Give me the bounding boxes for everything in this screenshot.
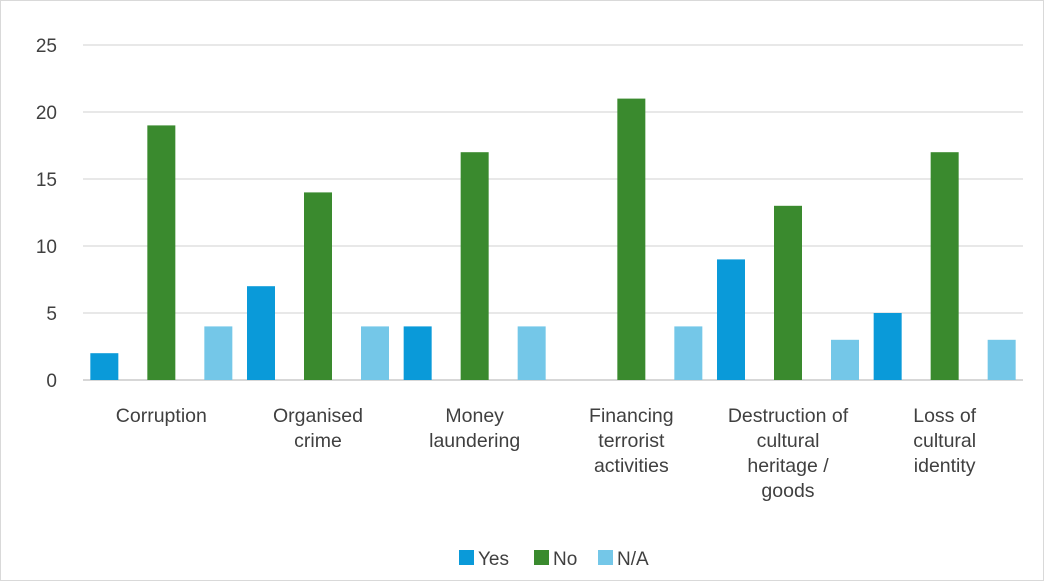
legend-swatch-no [534,550,549,565]
bar-no-0 [147,125,176,381]
legend-label: No [553,549,577,570]
bar-yes-4 [717,259,745,380]
bar-na-0 [204,326,233,380]
x-category-label: Corruption [116,405,207,427]
y-tick-label: 0 [46,371,57,392]
x-category-label: Financing terrorist activities [589,405,674,477]
bar-no-4 [774,205,802,380]
bar-yes-2 [403,326,432,380]
y-tick-label: 15 [36,170,57,191]
bar-no-2 [460,152,489,380]
y-tick-label: 5 [46,304,57,325]
bar-yes-5 [873,313,902,380]
y-axis-tick-labels: 0 5 10 15 20 25 [36,36,57,392]
x-category-label: Destruction of cultural heritage / goods [728,405,849,502]
x-category-label: Organised crime [273,405,363,452]
bar-yes-0 [90,353,119,380]
bar-na-1 [361,326,389,380]
bar-na-5 [987,339,1016,380]
bar-yes-1 [247,286,275,380]
x-axis-category-labels: Corruption Organised crime Money laundering F… [116,405,977,502]
bar-na-2 [517,326,546,380]
bar-no-1 [304,192,332,380]
bar-no-3 [617,98,646,380]
y-tick-label: 25 [36,36,57,57]
y-tick-label: 20 [36,103,57,124]
bars [90,98,1016,381]
x-category-label: Loss of cultural identity [913,405,976,477]
gridlines [83,44,1023,381]
x-category-label: Money laundering [429,405,520,452]
legend: Yes No N/A [459,549,649,570]
legend-swatch-na [598,550,613,565]
legend-label: N/A [617,549,649,570]
legend-label: Yes [478,549,509,570]
y-tick-label: 10 [36,237,57,258]
bar-no-5 [930,152,959,380]
legend-swatch-yes [459,550,474,565]
bar-na-4 [831,339,859,380]
bar-na-3 [674,326,703,380]
